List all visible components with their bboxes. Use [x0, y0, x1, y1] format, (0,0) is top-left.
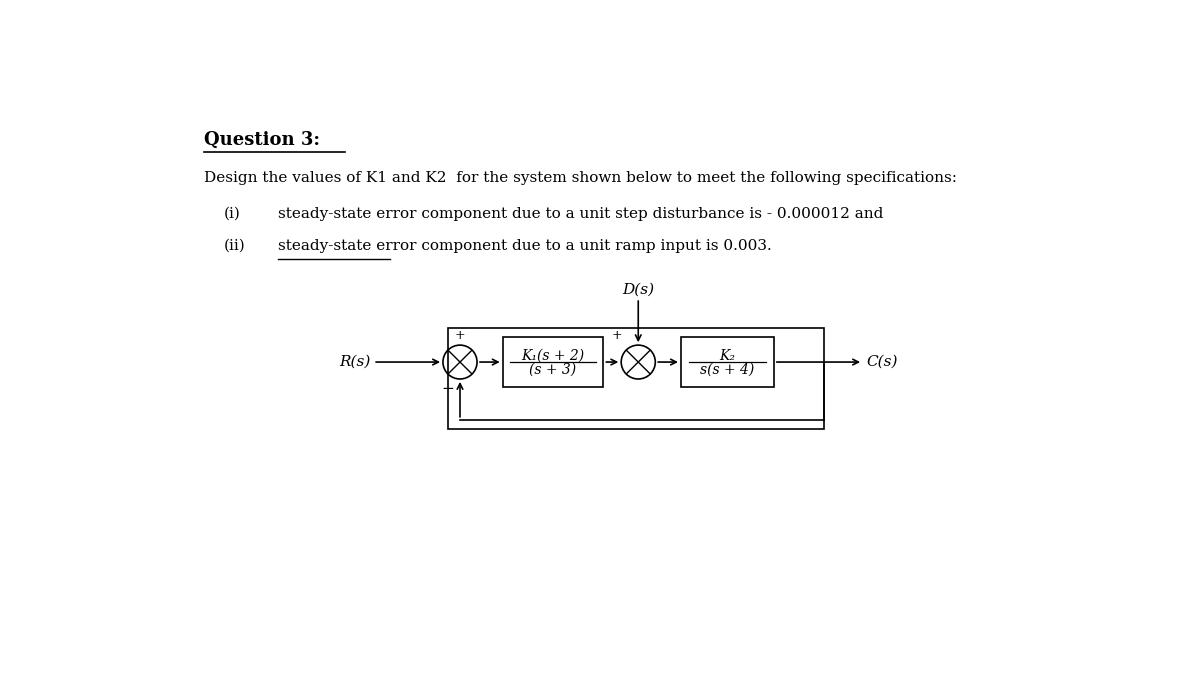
Text: K₂: K₂	[719, 349, 736, 363]
Bar	[680, 338, 774, 387]
Text: −: −	[442, 382, 455, 396]
Text: steady-state error component due to a unit step disturbance is - 0.000012 and: steady-state error component due to a un…	[278, 207, 883, 221]
Text: Question 3:: Question 3:	[204, 131, 320, 149]
Text: +: +	[455, 329, 466, 342]
Text: +: +	[611, 329, 622, 342]
Text: steady-state error component due to a unit ramp input is 0.003.: steady-state error component due to a un…	[278, 239, 772, 253]
Text: K₁(s + 2): K₁(s + 2)	[522, 349, 584, 363]
Text: R(s): R(s)	[340, 355, 371, 369]
Text: Design the values of K1 and K2  for the system shown below to meet the following: Design the values of K1 and K2 for the s…	[204, 171, 958, 185]
Bar	[449, 328, 824, 429]
Text: (s + 3): (s + 3)	[529, 362, 576, 377]
Text: D(s): D(s)	[622, 283, 654, 296]
Text: s(s + 4): s(s + 4)	[701, 362, 755, 377]
Text: (i): (i)	[223, 207, 240, 221]
Text: C(s): C(s)	[866, 355, 899, 369]
Bar	[503, 338, 604, 387]
Text: (ii): (ii)	[223, 239, 245, 253]
